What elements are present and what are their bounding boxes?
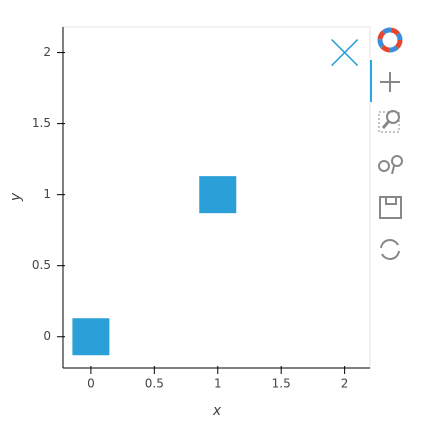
toolbar bbox=[370, 27, 403, 260]
y-tick-label: 0.5 bbox=[32, 258, 51, 272]
box-zoom-tool[interactable] bbox=[378, 110, 400, 133]
y-axis-title: y bbox=[8, 192, 24, 202]
x-tick-label: 0.5 bbox=[145, 377, 164, 391]
x-tick-label: 0 bbox=[87, 377, 95, 391]
x-tick-label: 1.5 bbox=[272, 377, 291, 391]
x-tick-label: 2 bbox=[341, 377, 349, 391]
point bbox=[72, 318, 110, 356]
x-tick-label: 1 bbox=[214, 377, 222, 391]
y-tick-label: 1 bbox=[43, 187, 51, 201]
x-axis-title: x bbox=[212, 403, 222, 419]
y-tick-label: 1.5 bbox=[32, 116, 51, 130]
save-tool[interactable] bbox=[379, 196, 402, 219]
point bbox=[199, 176, 237, 214]
wheel-zoom-tool[interactable] bbox=[378, 155, 403, 175]
bokeh-logo[interactable] bbox=[377, 27, 403, 53]
y-tick-label: 2 bbox=[43, 45, 51, 59]
reset-tool[interactable] bbox=[380, 239, 400, 260]
pan-tool[interactable] bbox=[380, 72, 400, 92]
y-tick-label: 0 bbox=[43, 329, 51, 343]
point bbox=[331, 39, 359, 67]
